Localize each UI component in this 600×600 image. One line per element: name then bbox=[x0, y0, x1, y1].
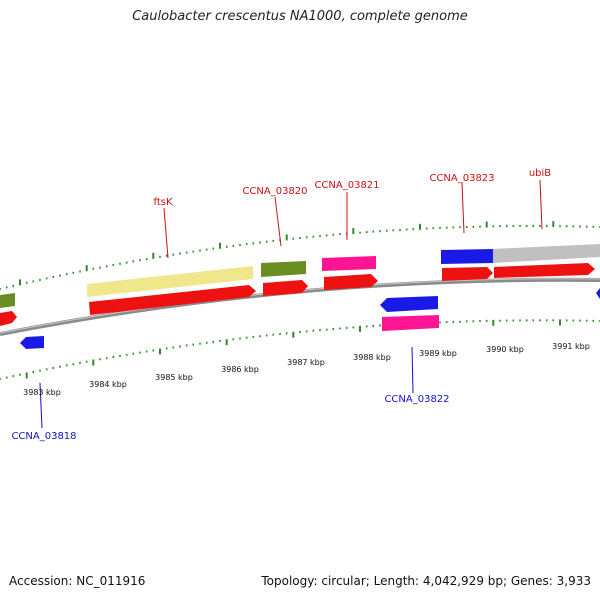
gene-feature-left-edge bbox=[0, 293, 17, 326]
gene-feature-ftsk[interactable] bbox=[87, 266, 256, 315]
tick-label-3985: 3985 kbp bbox=[155, 373, 193, 382]
tick-label-3986: 3986 kbp bbox=[221, 365, 259, 374]
gene-label-ccna-03818: CCNA_03818 bbox=[11, 431, 76, 442]
tick-label-3991: 3991 kbp bbox=[552, 342, 590, 351]
map-title: Caulobacter crescentus NA1000, complete … bbox=[132, 9, 468, 24]
gene-label-ccna-03821: CCNA_03821 bbox=[314, 180, 379, 191]
tick-label-3983: 3983 kbp bbox=[23, 388, 61, 397]
tick-label-3990: 3990 kbp bbox=[486, 345, 524, 354]
leader-ccna-03818 bbox=[39, 382, 43, 429]
leader-ccna-03823 bbox=[461, 182, 465, 234]
gene-label-ftsk: ftsK bbox=[153, 197, 172, 208]
outer-tick-ring bbox=[0, 221, 600, 290]
gene-label-ccna-03820: CCNA_03820 bbox=[242, 186, 307, 197]
topology-text: Topology: circular; Length: 4,042,929 bp… bbox=[261, 574, 591, 588]
accession-text: Accession: NC_011916 bbox=[9, 574, 146, 588]
gene-label-ccna-03822: CCNA_03822 bbox=[384, 394, 449, 405]
gene-feature-right-edge bbox=[596, 288, 600, 299]
leader-ccna-03820 bbox=[274, 196, 282, 247]
gene-label-ccna-03823: CCNA_03823 bbox=[429, 173, 494, 184]
leader-ftsk bbox=[163, 207, 169, 259]
gene-feature-ccna-03820[interactable] bbox=[261, 261, 308, 296]
tick-label-3987: 3987 kbp bbox=[287, 358, 325, 367]
gene-label-ubib: ubiB bbox=[529, 168, 551, 179]
tick-label-3988: 3988 kbp bbox=[353, 353, 391, 362]
leader-ccna-03822 bbox=[411, 346, 414, 394]
gene-feature-ccna-03823[interactable] bbox=[441, 249, 493, 281]
leader-ubib bbox=[539, 179, 543, 230]
tick-label-3989: 3989 kbp bbox=[419, 349, 457, 358]
gene-feature-ccna-03822[interactable] bbox=[380, 296, 439, 331]
gene-feature-ccna-03818[interactable] bbox=[20, 336, 44, 349]
gene-feature-ccna-03821[interactable] bbox=[322, 256, 378, 290]
gene-feature-ubib[interactable] bbox=[493, 244, 600, 278]
tick-label-3984: 3984 kbp bbox=[89, 380, 127, 389]
